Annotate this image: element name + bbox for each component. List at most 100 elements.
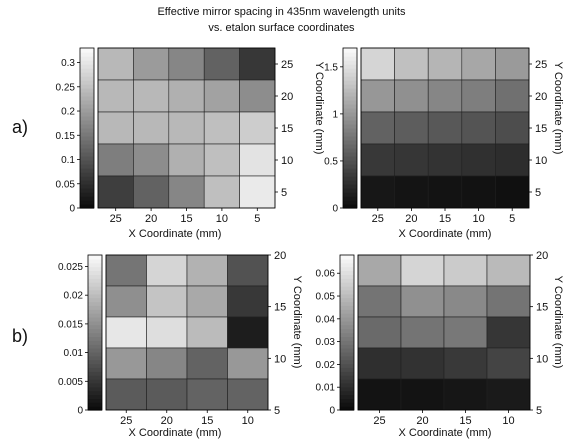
colorbar-step: [340, 286, 354, 291]
colorbar-step: [343, 108, 357, 113]
colorbar-step: [80, 112, 94, 117]
colorbar-frame: [339, 254, 355, 411]
colorbar-step: [340, 289, 354, 295]
colorbar-step: [80, 192, 94, 197]
colorbar-frame: [79, 47, 95, 209]
colorbar-tick-label: 0.5: [324, 156, 338, 167]
heatmap-cell: [168, 175, 205, 209]
colorbar-step: [80, 156, 94, 161]
colorbar-step: [343, 100, 357, 105]
heatmap-cell: [394, 175, 429, 209]
colorbar-step: [80, 180, 94, 185]
y-axis-label: Y Coordinate (mm): [291, 276, 303, 369]
heatmap-cell: [400, 316, 445, 349]
colorbar-step: [340, 359, 354, 365]
colorbar-step: [80, 196, 94, 201]
x-tick-label: 15: [439, 213, 451, 225]
heatmap-cell: [105, 316, 147, 349]
colorbar-step: [88, 317, 102, 322]
colorbar-step: [88, 297, 102, 303]
heatmap-cell: [203, 175, 240, 209]
heatmap-cell: [105, 378, 147, 411]
colorbar-step: [88, 274, 102, 279]
colorbar-step: [80, 116, 94, 121]
heatmap-cell: [168, 111, 205, 145]
y-tick-label: 15: [281, 123, 293, 135]
colorbar-step: [340, 293, 354, 299]
colorbar-step: [80, 168, 94, 173]
heatmap-cell: [133, 47, 170, 81]
colorbar-step: [88, 382, 102, 388]
colorbar-step: [88, 332, 102, 337]
colorbar-step: [88, 351, 102, 357]
heatmap-cell: [146, 285, 188, 318]
heatmap-cell: [203, 143, 240, 177]
colorbar-step: [343, 124, 357, 129]
heatmap-cell: [105, 347, 147, 380]
colorbar-step: [88, 390, 102, 396]
colorbar-step: [343, 72, 357, 77]
colorbar-step: [340, 344, 354, 349]
heatmap-cells: [97, 47, 276, 209]
heatmap-cell: [239, 47, 276, 81]
colorbar-step: [340, 402, 354, 407]
colorbar-step: [88, 328, 102, 334]
heatmap-cell: [443, 254, 488, 287]
colorbar-tick-label: 0.1: [61, 155, 75, 166]
heatmap-cell: [146, 378, 188, 411]
y-tick-label: 15: [535, 123, 547, 135]
colorbar-step: [88, 406, 102, 411]
colorbar-tick-label: 0.05: [316, 292, 336, 303]
y-tick-label: 25: [281, 59, 293, 71]
heatmap-cell: [443, 316, 488, 349]
heatmap-cell: [105, 285, 147, 318]
heatmap-cell: [486, 285, 531, 318]
heatmap-cell: [186, 378, 228, 411]
colorbar-step: [340, 324, 354, 330]
colorbar-step: [80, 160, 94, 165]
colorbar-step: [343, 144, 357, 149]
heatmap-cell: [357, 316, 402, 349]
colorbar-step: [88, 359, 102, 365]
colorbar-step: [88, 301, 102, 306]
heatmap-cell: [400, 347, 445, 380]
colorbar-step: [80, 104, 94, 109]
colorbar-step: [80, 100, 94, 105]
colorbar-step: [343, 60, 357, 65]
colorbar-step: [88, 402, 102, 407]
colorbar-step: [340, 262, 354, 268]
colorbar-step: [340, 274, 354, 279]
colorbar-tick-label: 0.02: [316, 360, 336, 371]
x-axis-label: X Coordinate (mm): [399, 427, 492, 439]
heatmap-cell: [461, 175, 496, 209]
x-tick-label: 15: [459, 415, 471, 427]
colorbar-step: [88, 313, 102, 318]
colorbar-step: [88, 379, 102, 384]
heatmap-cell: [400, 378, 445, 411]
colorbar-tick-label: 0.025: [58, 262, 83, 273]
colorbar-step: [340, 255, 354, 260]
colorbar: 0 0.05 0.1 0.15 0.2 0.25 0.3: [56, 47, 95, 215]
colorbar-step: [343, 84, 357, 89]
x-axis-label: X Coordinate (mm): [129, 427, 222, 439]
colorbar-step: [343, 164, 357, 169]
colorbar-tick-label: 0: [69, 204, 75, 215]
heatmap-cell: [186, 285, 228, 318]
y-axis-label: Y Coordinate (mm): [552, 62, 563, 155]
colorbar-step: [88, 258, 102, 264]
colorbar-tick-label: 1: [332, 109, 338, 120]
x-tick-label: 10: [502, 415, 514, 427]
heatmap-cell: [227, 285, 269, 318]
colorbar-step: [343, 68, 357, 73]
y-tick-label: 20: [281, 91, 293, 103]
x-axis-label: X Coordinate (mm): [399, 228, 492, 240]
heatmap-cell: [357, 347, 402, 380]
heatmap-cell: [133, 175, 170, 209]
heatmap-cell: [461, 111, 496, 145]
colorbar-step: [340, 270, 354, 275]
colorbar-step: [343, 112, 357, 117]
colorbar-step: [340, 367, 354, 372]
heatmap-cell: [427, 47, 463, 81]
colorbar-step: [80, 80, 94, 85]
heatmap-panel-3: 0 0.005 0.01 0.015 0.02 0.025 25 20 15 10 20 15 10 5 X…: [58, 250, 303, 439]
